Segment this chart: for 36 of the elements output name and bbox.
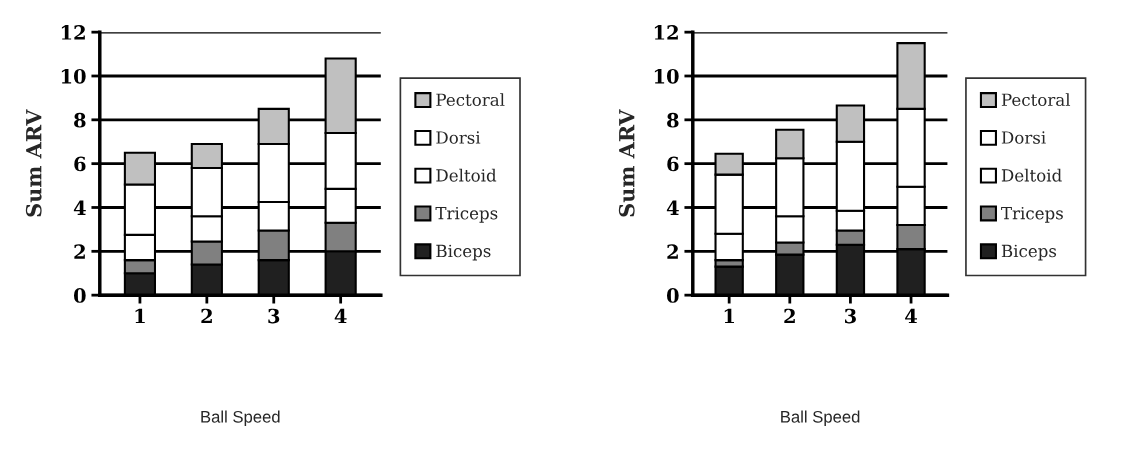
y-tick-label: 0: [73, 288, 86, 303]
legend-label: Triceps: [435, 206, 498, 223]
y-tick-label: 2: [667, 244, 678, 259]
x-tick-label: 3: [268, 308, 280, 324]
y-tick-label: 6: [667, 156, 679, 172]
x-tick-label: 4: [905, 308, 918, 324]
y-tick-label: 8: [667, 112, 679, 128]
y-tick-label: 12: [654, 25, 678, 40]
y-axis-title: Sum ARV: [618, 109, 635, 217]
y-axis-title: Sum ARV: [25, 109, 42, 217]
legend-label: Triceps: [1001, 206, 1063, 223]
legend-label: Dorsi: [1001, 131, 1046, 144]
legend-label: Pectoral: [436, 93, 505, 107]
x-tick-label: 3: [845, 308, 856, 324]
y-tick-label: 0: [666, 288, 679, 303]
legend-label: Pectoral: [1001, 93, 1071, 107]
y-tick-label: 10: [654, 68, 679, 84]
y-tick-label: 2: [74, 244, 85, 259]
legend-label: Deltoid: [436, 168, 497, 182]
x-tick-label: 1: [135, 308, 145, 324]
legend-label: Dorsi: [436, 131, 481, 144]
x-tick-label: 2: [201, 308, 212, 324]
x-axis-title: Ball Speed: [201, 410, 280, 427]
y-tick-label: 10: [61, 68, 86, 84]
legend-label: Biceps: [436, 244, 491, 261]
y-tick-label: 8: [74, 112, 86, 128]
y-tick-label: 4: [73, 200, 86, 215]
y-tick-label: 12: [61, 25, 85, 40]
y-tick-label: 4: [666, 200, 679, 215]
x-tick-label: 1: [724, 308, 734, 324]
legend-label: Biceps: [1001, 244, 1057, 261]
legend-label: Deltoid: [1001, 168, 1062, 182]
y-tick-label: 6: [74, 156, 86, 172]
x-tick-label: 4: [334, 308, 347, 324]
x-axis-title: Ball Speed: [781, 410, 860, 427]
x-tick-label: 2: [784, 308, 795, 324]
